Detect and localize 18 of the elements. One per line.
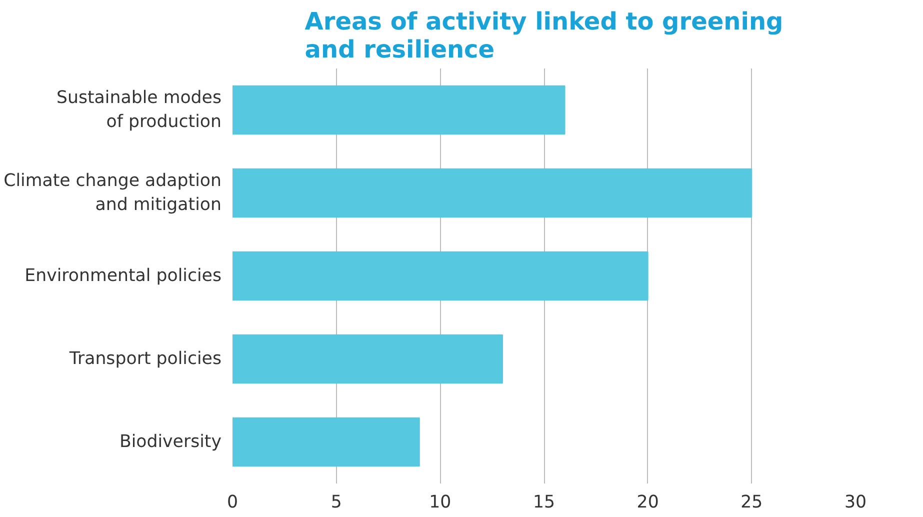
x-tick-label: 5 <box>330 492 342 512</box>
bar <box>232 85 566 135</box>
y-tick-label: Biodiversity <box>119 432 222 452</box>
x-tick-label: 10 <box>429 492 452 512</box>
x-tick-label: 0 <box>226 492 238 512</box>
x-tick-label: 30 <box>844 492 867 512</box>
y-tick-label: Climate change adaption and mitigation <box>4 171 222 215</box>
y-tick-label: Environmental policies <box>24 266 222 286</box>
x-tick-label: 25 <box>740 492 763 512</box>
bar <box>232 334 503 384</box>
x-tick-label: 20 <box>636 492 659 512</box>
chart-title: Areas of activity linked to greening and resilience <box>304 8 784 64</box>
x-tick-label: 15 <box>532 492 556 512</box>
bar <box>232 251 648 301</box>
y-tick-label: Transport policies <box>68 349 222 369</box>
bar <box>232 417 420 467</box>
bar <box>232 168 752 218</box>
y-tick-label: Sustainable modes of production <box>56 88 222 132</box>
